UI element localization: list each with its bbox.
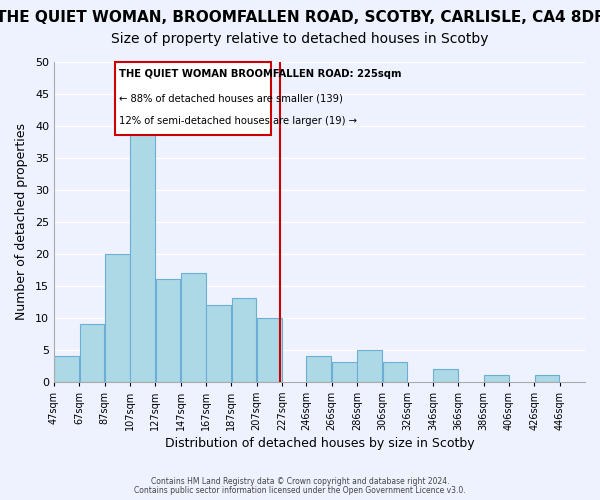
Text: Size of property relative to detached houses in Scotby: Size of property relative to detached ho… [111,32,489,46]
Y-axis label: Number of detached properties: Number of detached properties [15,123,28,320]
Bar [257,318,282,382]
Text: 12% of semi-detached houses are larger (19) →: 12% of semi-detached houses are larger (… [119,116,356,126]
Bar [357,350,382,382]
Bar [535,375,559,382]
Text: THE QUIET WOMAN, BROOMFALLEN ROAD, SCOTBY, CARLISLE, CA4 8DF: THE QUIET WOMAN, BROOMFALLEN ROAD, SCOTB… [0,10,600,25]
Bar [54,356,79,382]
Text: Contains public sector information licensed under the Open Government Licence v3: Contains public sector information licen… [134,486,466,495]
Text: THE QUIET WOMAN BROOMFALLEN ROAD: 225sqm: THE QUIET WOMAN BROOMFALLEN ROAD: 225sqm [119,69,401,79]
Bar [307,356,331,382]
Bar [181,272,206,382]
FancyBboxPatch shape [115,62,271,135]
Bar [155,279,181,382]
X-axis label: Distribution of detached houses by size in Scotby: Distribution of detached houses by size … [164,437,474,450]
Bar [332,362,356,382]
Bar [232,298,256,382]
Bar [433,368,458,382]
Bar [130,132,155,382]
Text: Contains HM Land Registry data © Crown copyright and database right 2024.: Contains HM Land Registry data © Crown c… [151,477,449,486]
Text: ← 88% of detached houses are smaller (139): ← 88% of detached houses are smaller (13… [119,94,343,104]
Bar [206,304,231,382]
Bar [80,324,104,382]
Bar [105,254,130,382]
Bar [383,362,407,382]
Bar [484,375,509,382]
